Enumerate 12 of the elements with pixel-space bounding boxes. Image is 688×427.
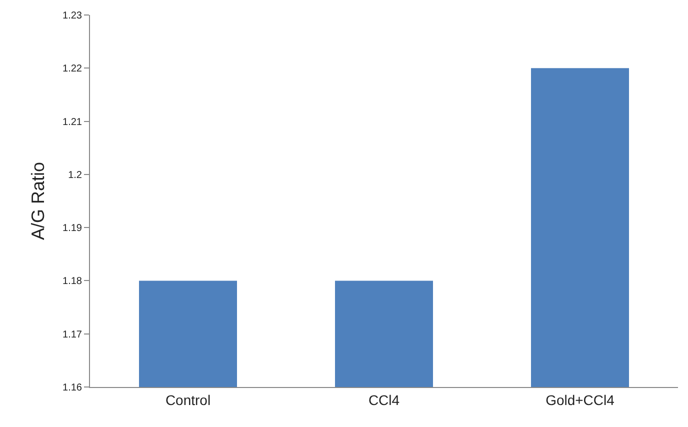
y-tick-label: 1.22 [62,64,82,75]
y-tick-label: 1.21 [62,116,82,128]
y-axis-title: A/G Ratio [28,162,48,240]
y-tick-label: 1.19 [62,223,82,234]
x-tick-label: Gold+CCl4 [546,392,615,408]
y-tick-label: 1.2 [68,170,82,181]
x-tick-label: Control [165,392,211,408]
x-tick-label: CCl4 [368,392,400,408]
y-tick-label: 1.16 [62,382,82,394]
y-tick-label: 1.23 [62,10,82,22]
y-tick-label: 1.17 [62,329,82,340]
y-tick-label: 1.18 [62,276,82,288]
